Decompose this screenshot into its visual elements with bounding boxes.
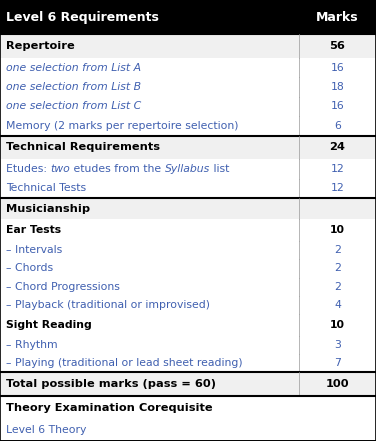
Text: 24: 24: [329, 142, 346, 152]
Bar: [0, 220, 376, 241]
Text: 12: 12: [331, 164, 344, 174]
Text: one selection from List C: one selection from List C: [6, 101, 141, 112]
Text: etudes from the: etudes from the: [70, 164, 165, 174]
Text: Theory Examination Corequisite: Theory Examination Corequisite: [6, 403, 212, 413]
Text: Musicianship: Musicianship: [6, 204, 90, 214]
Text: Memory (2 marks per repertoire selection): Memory (2 marks per repertoire selection…: [6, 121, 238, 131]
Text: – Playing (traditional or lead sheet reading): – Playing (traditional or lead sheet rea…: [6, 358, 242, 368]
Text: Sight Reading: Sight Reading: [6, 320, 91, 330]
Bar: [0, 419, 376, 441]
Text: 2: 2: [334, 263, 341, 273]
Text: 18: 18: [331, 82, 344, 92]
Text: one selection from List B: one selection from List B: [6, 82, 141, 92]
Bar: [0, 354, 376, 372]
Text: – Intervals: – Intervals: [6, 245, 62, 255]
Text: Level 6 Requirements: Level 6 Requirements: [6, 11, 159, 24]
Bar: [0, 116, 376, 135]
Bar: [0, 179, 376, 198]
Bar: [0, 336, 376, 354]
Bar: [0, 58, 376, 78]
Text: 7: 7: [334, 358, 341, 368]
Text: Level 6 Theory: Level 6 Theory: [6, 425, 86, 435]
Text: Marks: Marks: [316, 11, 359, 24]
Bar: [0, 259, 376, 277]
Bar: [0, 97, 376, 116]
Bar: [0, 372, 376, 396]
Text: two: two: [50, 164, 70, 174]
Text: – Chords: – Chords: [6, 263, 53, 273]
Bar: [0, 135, 376, 159]
Bar: [0, 277, 376, 296]
Text: – Rhythm: – Rhythm: [6, 340, 57, 350]
Bar: [0, 296, 376, 314]
Text: Repertoire: Repertoire: [6, 41, 74, 51]
Text: 16: 16: [331, 63, 344, 73]
Bar: [0, 159, 376, 179]
Text: 10: 10: [330, 320, 345, 330]
Bar: [0, 0, 376, 34]
Text: – Chord Progressions: – Chord Progressions: [6, 282, 120, 292]
Text: 3: 3: [334, 340, 341, 350]
Text: 2: 2: [334, 282, 341, 292]
Text: 10: 10: [330, 225, 345, 235]
Text: – Playback (traditional or improvised): – Playback (traditional or improvised): [6, 300, 210, 310]
Text: one selection from List A: one selection from List A: [6, 63, 141, 73]
Text: Technical Requirements: Technical Requirements: [6, 142, 160, 152]
Bar: [0, 34, 376, 58]
Bar: [0, 241, 376, 259]
Bar: [0, 198, 376, 220]
Text: 100: 100: [326, 379, 349, 389]
Text: 56: 56: [329, 41, 346, 51]
Text: 16: 16: [331, 101, 344, 112]
Text: Total possible marks (pass = 60): Total possible marks (pass = 60): [6, 379, 216, 389]
Text: 6: 6: [334, 121, 341, 131]
Text: 4: 4: [334, 300, 341, 310]
Text: Syllabus: Syllabus: [165, 164, 210, 174]
Bar: [0, 314, 376, 336]
Text: 12: 12: [331, 183, 344, 193]
Text: 2: 2: [334, 245, 341, 255]
Text: Ear Tests: Ear Tests: [6, 225, 61, 235]
Bar: [0, 396, 376, 419]
Text: list: list: [210, 164, 229, 174]
Bar: [0, 78, 376, 97]
Text: Etudes:: Etudes:: [6, 164, 50, 174]
Text: Technical Tests: Technical Tests: [6, 183, 86, 193]
